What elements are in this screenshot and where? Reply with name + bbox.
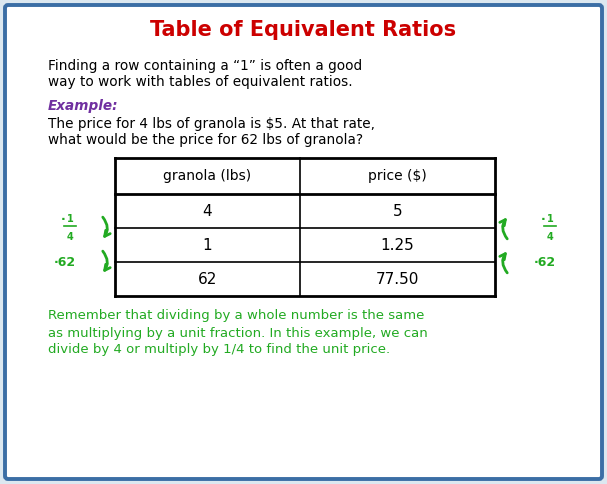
Text: granola (lbs): granola (lbs) (163, 169, 251, 183)
Text: 62: 62 (198, 272, 217, 287)
Text: Example:: Example: (48, 99, 118, 113)
Text: 77.50: 77.50 (376, 272, 419, 287)
Text: Remember that dividing by a whole number is the same: Remember that dividing by a whole number… (48, 309, 424, 322)
Text: 4: 4 (547, 232, 554, 242)
Text: 4: 4 (67, 232, 73, 242)
FancyBboxPatch shape (5, 5, 602, 479)
Text: 1.25: 1.25 (381, 238, 415, 253)
Text: divide by 4 or multiply by 1/4 to find the unit price.: divide by 4 or multiply by 1/4 to find t… (48, 344, 390, 357)
Text: 1: 1 (547, 214, 554, 224)
Text: ·: · (541, 213, 545, 227)
Text: ·62: ·62 (54, 257, 76, 270)
Bar (115, 158, 495, 296)
Text: as multiplying by a unit fraction. In this example, we can: as multiplying by a unit fraction. In th… (48, 327, 428, 339)
Text: 1: 1 (203, 238, 212, 253)
Text: 4: 4 (203, 203, 212, 218)
Text: price ($): price ($) (368, 169, 427, 183)
Text: what would be the price for 62 lbs of granola?: what would be the price for 62 lbs of gr… (48, 133, 363, 147)
Text: 1: 1 (67, 214, 73, 224)
Text: Finding a row containing a “1” is often a good: Finding a row containing a “1” is often … (48, 59, 362, 73)
Text: 5: 5 (393, 203, 402, 218)
Text: The price for 4 lbs of granola is $5. At that rate,: The price for 4 lbs of granola is $5. At… (48, 117, 375, 131)
Text: ·: · (61, 213, 66, 227)
Text: way to work with tables of equivalent ratios.: way to work with tables of equivalent ra… (48, 75, 353, 89)
Text: ·62: ·62 (534, 257, 556, 270)
Text: Table of Equivalent Ratios: Table of Equivalent Ratios (151, 20, 456, 40)
